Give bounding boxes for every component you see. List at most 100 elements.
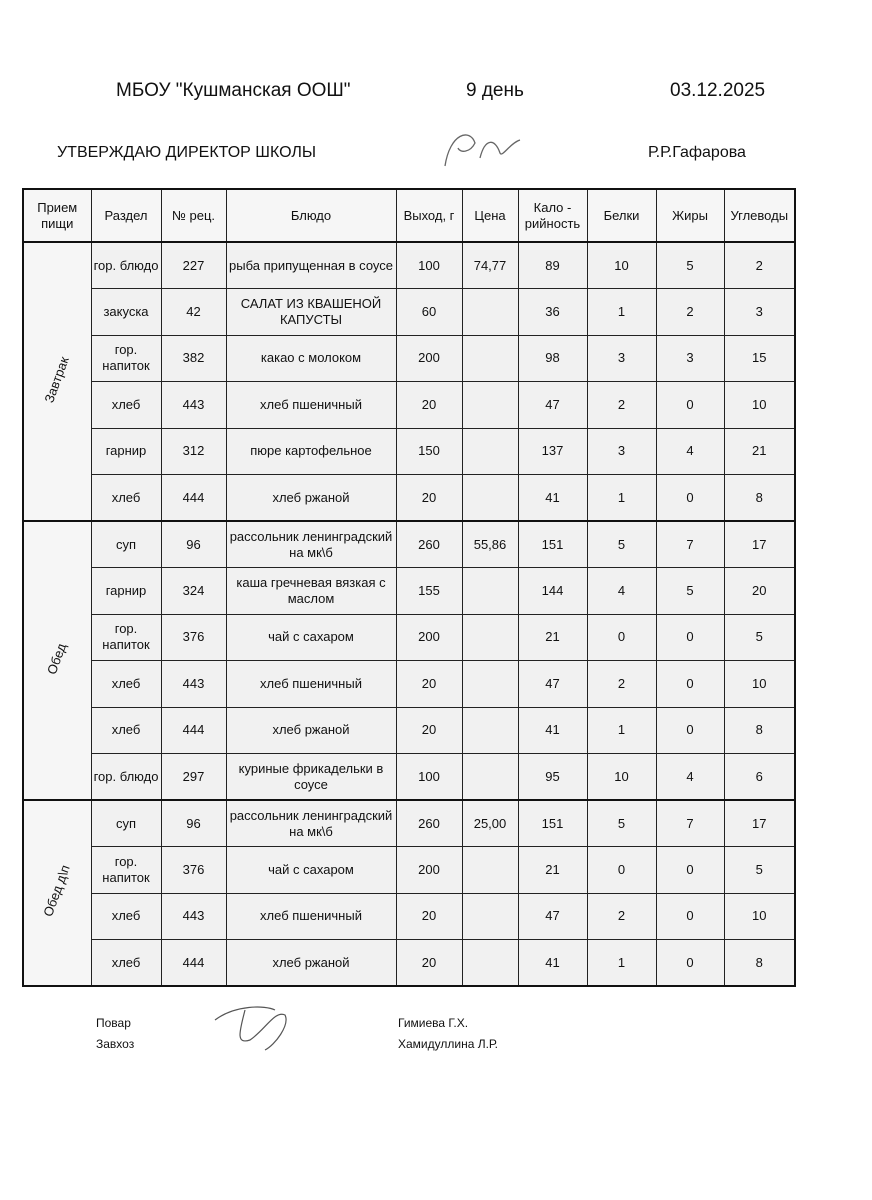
kcal-cell: 41 (517, 939, 588, 987)
fat-cell: 0 (655, 613, 725, 661)
kcal-cell: 47 (517, 892, 588, 940)
carbs-cell: 17 (723, 520, 796, 568)
menu-table: Прием пищи Раздел № рец. Блюдо Выход, г Цена К… (22, 188, 796, 987)
carbs-cell: 21 (723, 427, 796, 475)
dish-cell: хлеб ржаной (225, 474, 397, 522)
protein-cell: 3 (586, 427, 657, 475)
yield-cell: 20 (395, 939, 463, 987)
kcal-cell: 47 (517, 381, 588, 429)
day: 9 день (466, 80, 524, 101)
yield-cell: 155 (395, 567, 463, 615)
section-cell: суп (90, 520, 162, 568)
column-header: Белки (586, 188, 657, 243)
approve: УТВЕРЖДАЮ ДИРЕКТОР ШКОЛЫ (57, 144, 317, 161)
kcal-cell: 98 (517, 334, 588, 382)
protein-cell: 10 (586, 753, 657, 801)
section-cell: гор. напиток (90, 846, 162, 894)
fat-cell: 3 (655, 334, 725, 382)
yield-cell: 20 (395, 660, 463, 708)
kcal-cell: 144 (517, 567, 588, 615)
menu-row: закуска 42 САЛАТ ИЗ КВАШЕНОЙ КАПУСТЫ 60 36 1 2… (23, 288, 796, 336)
price-cell (461, 846, 519, 894)
cook: Гимиева Г.Х. (398, 1016, 469, 1030)
kcal-cell: 151 (517, 520, 588, 568)
dish-cell: рассольник ленинградский на мк\б (225, 799, 397, 847)
dish-cell: пюре картофельное (225, 427, 397, 475)
menu-row: хлеб 444 хлеб ржаной 20 41 1 0 8 (23, 474, 796, 522)
carbs-cell: 17 (723, 799, 796, 847)
recipe-cell: 443 (160, 892, 227, 940)
price-cell: 74,77 (461, 241, 519, 289)
carbs-cell: 8 (723, 939, 796, 987)
price-cell (461, 567, 519, 615)
protein-cell: 2 (586, 660, 657, 708)
meal-group: Завтрак гор. блюдо 227 рыба припущенная в с… (22, 241, 796, 522)
yield-cell: 200 (395, 846, 463, 894)
yield-cell: 150 (395, 427, 463, 475)
price-cell (461, 753, 519, 801)
protein-cell: 3 (586, 334, 657, 382)
price-cell (461, 660, 519, 708)
section-cell: хлеб (90, 939, 162, 987)
protein-cell: 1 (586, 474, 657, 522)
yield-cell: 200 (395, 334, 463, 382)
recipe-cell: 42 (160, 288, 227, 336)
column-header: Выход, г (395, 188, 463, 243)
menu-row: гор. блюдо 297 куриные фрикадельки в соусе… (23, 753, 796, 801)
section-cell: хлеб (90, 660, 162, 708)
price-cell: 55,86 (461, 520, 519, 568)
section-cell: хлеб (90, 706, 162, 754)
section-cell: гор. блюдо (90, 241, 162, 289)
dish-cell: каша гречневая вязкая с маслом (225, 567, 397, 615)
recipe-cell: 444 (160, 706, 227, 754)
yield-cell: 100 (395, 753, 463, 801)
column-header: Цена (461, 188, 519, 243)
section-cell: суп (90, 799, 162, 847)
dish-cell: хлеб пшеничный (225, 892, 397, 940)
fat-cell: 7 (655, 799, 725, 847)
menu-row: хлеб 443 хлеб пшеничный 20 47 2 0 10 (23, 381, 796, 429)
section-cell: гарнир (90, 427, 162, 475)
yield-cell: 60 (395, 288, 463, 336)
yield-cell: 20 (395, 892, 463, 940)
recipe-cell: 96 (160, 520, 227, 568)
menu-row: Обед д\п суп 96 рассольник ленинградский на… (22, 799, 796, 987)
fat-cell: 4 (655, 427, 725, 475)
carbs-cell: 10 (723, 892, 796, 940)
protein-cell: 1 (586, 706, 657, 754)
price-cell (461, 613, 519, 661)
protein-cell: 5 (586, 799, 657, 847)
dish-cell: хлеб ржаной (225, 706, 397, 754)
protein-cell: 5 (586, 520, 657, 568)
protein-cell: 0 (586, 846, 657, 894)
column-header: Блюдо (225, 188, 397, 243)
protein-cell: 4 (586, 567, 657, 615)
fat-cell: 4 (655, 753, 725, 801)
carbs-cell: 8 (723, 706, 796, 754)
fat-cell: 0 (655, 706, 725, 754)
yield-cell: 20 (395, 706, 463, 754)
menu-row: гор. напиток 382 какао с молоком 200 98 3 3 15 (23, 334, 796, 382)
protein-cell: 1 (586, 939, 657, 987)
fat-cell: 0 (655, 892, 725, 940)
meal-group: Обед суп 96 рассольник ленинградский на мк\… (22, 520, 796, 801)
recipe-cell: 376 (160, 846, 227, 894)
section-cell: гор. блюдо (90, 753, 162, 801)
recipe-cell: 312 (160, 427, 227, 475)
kcal-cell: 41 (517, 706, 588, 754)
carbs-cell: 15 (723, 334, 796, 382)
dish-cell: куриные фрикадельки в соусе (225, 753, 397, 801)
dish-cell: хлеб пшеничный (225, 381, 397, 429)
meal-name: Обед (44, 640, 70, 676)
yield-cell: 20 (395, 474, 463, 522)
kcal-cell: 21 (517, 613, 588, 661)
yield-cell: 100 (395, 241, 463, 289)
price-cell (461, 288, 519, 336)
kcal-cell: 47 (517, 660, 588, 708)
dish-cell: САЛАТ ИЗ КВАШЕНОЙ КАПУСТЫ (225, 288, 397, 336)
yield-cell: 200 (395, 613, 463, 661)
protein-cell: 2 (586, 381, 657, 429)
yield-cell: 260 (395, 520, 463, 568)
recipe-cell: 443 (160, 660, 227, 708)
recipe-cell: 444 (160, 474, 227, 522)
